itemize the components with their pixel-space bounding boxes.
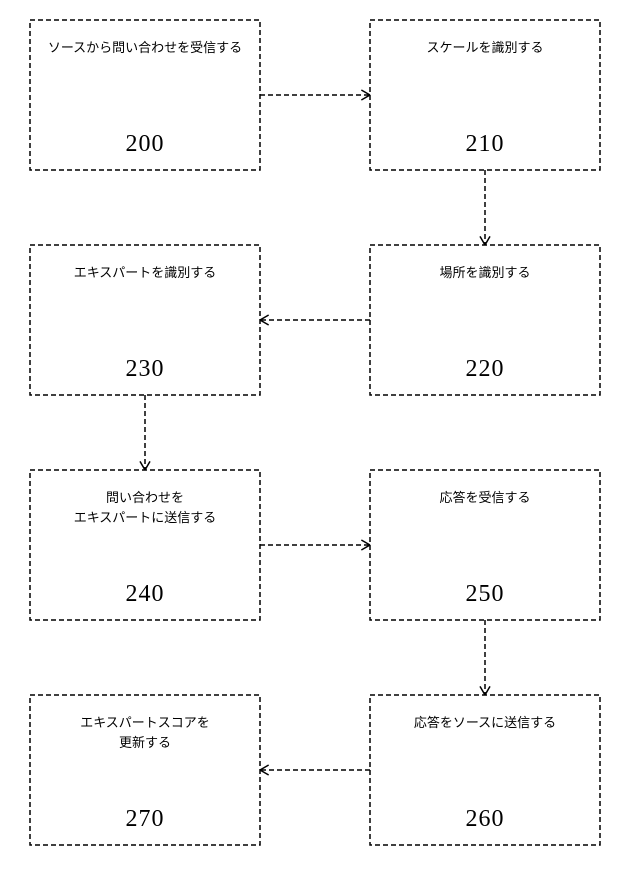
flowchart-node-270: エキスパートスコアを 更新する 270 [30, 695, 260, 845]
node-number: 250 [370, 581, 600, 608]
node-number: 210 [370, 131, 600, 158]
node-number: 270 [30, 806, 260, 833]
node-label: 場所を識別する [370, 263, 600, 283]
flowchart-node-260: 応答をソースに送信する 260 [370, 695, 600, 845]
node-number: 240 [30, 581, 260, 608]
node-label: 問い合わせを エキスパートに送信する [30, 488, 260, 527]
node-label: エキスパートを識別する [30, 263, 260, 283]
node-label: ソースから問い合わせを受信する [30, 38, 260, 58]
node-label: エキスパートスコアを 更新する [30, 713, 260, 752]
flowchart-node-200: ソースから問い合わせを受信する 200 [30, 20, 260, 170]
node-label: スケールを識別する [370, 38, 600, 58]
node-number: 200 [30, 131, 260, 158]
flowchart-canvas: ソースから問い合わせを受信する 200 スケールを識別する 210 エキスパートを識別す… [0, 0, 640, 888]
node-number: 230 [30, 356, 260, 383]
node-label: 応答を受信する [370, 488, 600, 508]
node-number: 260 [370, 806, 600, 833]
flowchart-node-230: エキスパートを識別する 230 [30, 245, 260, 395]
node-label: 応答をソースに送信する [370, 713, 600, 733]
node-number: 220 [370, 356, 600, 383]
flowchart-node-240: 問い合わせを エキスパートに送信する 240 [30, 470, 260, 620]
flowchart-node-220: 場所を識別する 220 [370, 245, 600, 395]
flowchart-node-250: 応答を受信する 250 [370, 470, 600, 620]
flowchart-node-210: スケールを識別する 210 [370, 20, 600, 170]
